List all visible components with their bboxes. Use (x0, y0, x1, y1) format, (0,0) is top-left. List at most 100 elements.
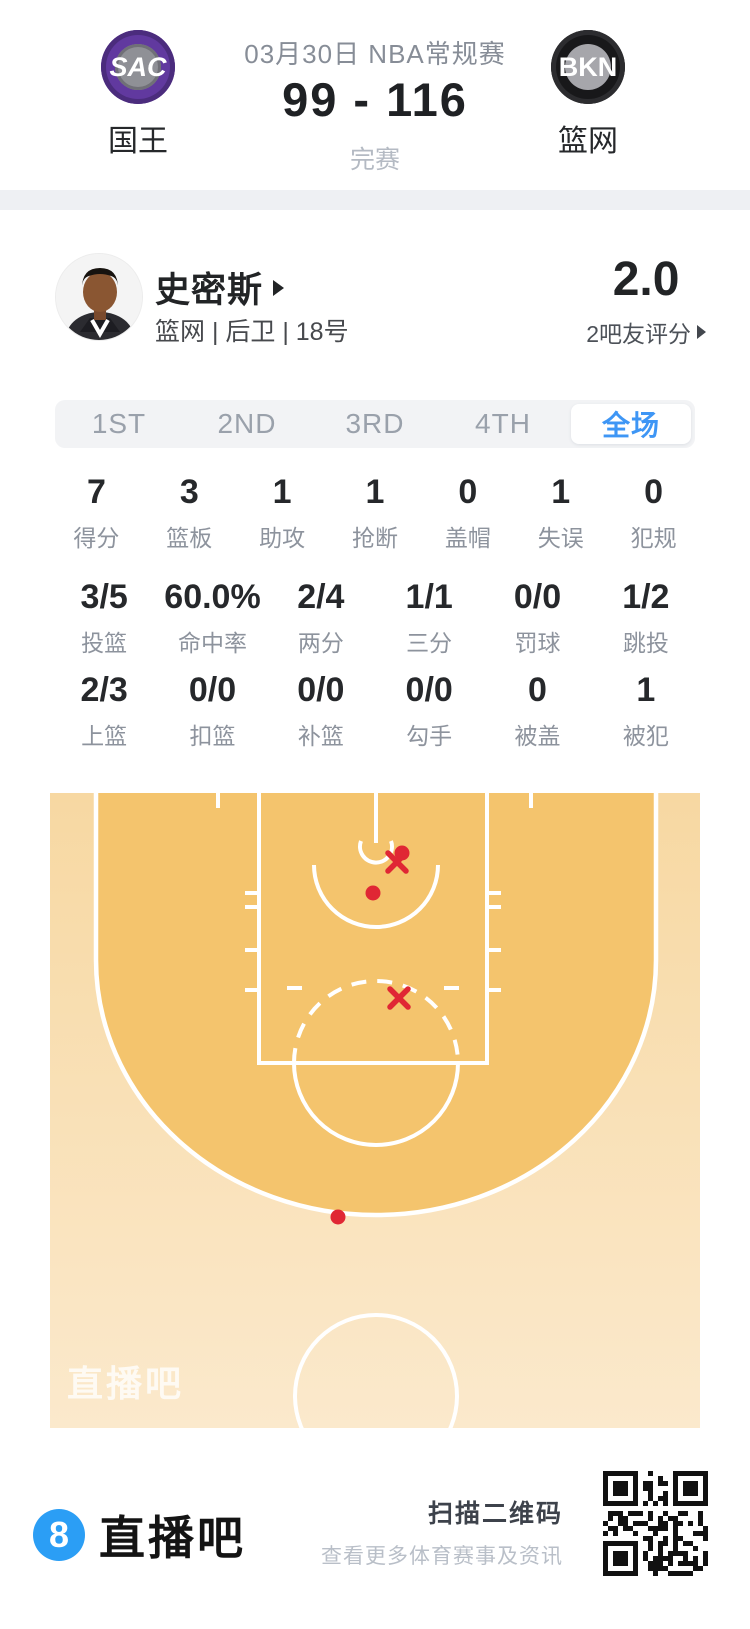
stat-被犯: 1 被犯 (592, 670, 700, 751)
tab-1ST[interactable]: 1ST (55, 400, 183, 448)
basketball-icon (115, 44, 161, 90)
stat-value: 3 (179, 473, 199, 511)
tab-label: 1ST (91, 408, 147, 439)
stat-label: 补篮 (297, 723, 344, 749)
stat-犯规: 0 犯规 (607, 472, 700, 553)
tab-label: 2ND (217, 408, 277, 439)
stat-value: 7 (86, 473, 106, 511)
stat-label: 扣篮 (189, 723, 236, 749)
stat-value: 0 (458, 473, 478, 511)
stat-value: 1 (272, 473, 292, 511)
stat-扣篮: 0/0 扣篮 (158, 670, 266, 751)
stat-失误: 1 失误 (514, 472, 607, 553)
tab-active-pill: 全场 (571, 404, 691, 444)
home-team-abbr: SAC (109, 51, 167, 82)
qr-title: 扫描二维码 (427, 1500, 563, 1528)
tab-label: 全场 (601, 410, 660, 441)
stat-label: 勾手 (406, 723, 453, 749)
home-team-name: 国王 (108, 125, 168, 158)
stats-row-shot-types: 2/3 上篮 0/0 扣篮 0/0 补篮 0/0 勾手 0 被盖 1 被犯 (50, 670, 700, 751)
basketball-icon (565, 44, 611, 90)
chevron-right-icon (697, 325, 706, 339)
match-date-competition: 03月30日 NBA常规赛 (244, 39, 506, 69)
stat-value: 2/3 (80, 671, 128, 709)
shot-missed-marker (387, 986, 411, 1010)
player-portrait-icon (56, 254, 142, 340)
stat-助攻: 1 助攻 (236, 472, 329, 553)
stat-上篮: 2/3 上篮 (50, 670, 158, 751)
chevron-right-icon (273, 279, 285, 296)
stat-value: 0/0 (405, 671, 453, 709)
qr-caption: 扫描二维码 查看更多体育赛事及资讯 (321, 1494, 563, 1570)
match-score: 99 - 116 (282, 73, 468, 126)
half-court-diagram (50, 793, 700, 1428)
rating-value: 2.0 (612, 253, 680, 306)
stat-label: 被犯 (622, 723, 669, 749)
stat-value: 0/0 (188, 671, 237, 709)
stat-value: 3/5 (80, 578, 128, 616)
away-team-logo-icon: BKN (551, 30, 625, 104)
tab-4TH[interactable]: 4TH (439, 400, 567, 448)
home-team[interactable]: SAC 国王 (58, 30, 218, 160)
home-team-logo-icon: SAC (101, 30, 175, 104)
section-divider (0, 190, 750, 210)
tab-3RD[interactable]: 3RD (311, 400, 439, 448)
shot-made-marker (330, 1209, 346, 1225)
footer: 8 直播吧 扫描二维码 查看更多体育赛事及资讯 (0, 1428, 750, 1629)
tab-2ND[interactable]: 2ND (183, 400, 311, 448)
stat-盖帽: 0 盖帽 (421, 472, 514, 553)
app-brand-name: 直播吧 (99, 1512, 246, 1564)
stat-value: 60.0% (164, 578, 261, 616)
player-name: 史密斯 (155, 271, 264, 310)
stat-label: 罚球 (514, 630, 561, 656)
stat-value: 0 (528, 671, 547, 709)
stat-两分: 2/4 两分 (267, 577, 375, 658)
stat-label: 得分 (73, 525, 120, 551)
stat-label: 上篮 (81, 723, 128, 749)
player-name-row[interactable]: 史密斯 (155, 262, 285, 313)
stat-value: 1 (636, 671, 656, 709)
stat-勾手: 0/0 勾手 (375, 670, 483, 751)
app-brand: 8 直播吧 (33, 1502, 246, 1568)
stats-row-shooting: 3/5 投篮 60.0% 命中率 2/4 两分 1/1 三分 0/0 罚球 1/2 跳投 (50, 577, 700, 658)
stat-label: 投篮 (81, 630, 128, 656)
away-team-abbr: BKN (558, 51, 618, 82)
stat-罚球: 0/0 罚球 (483, 577, 591, 658)
stat-label: 跳投 (622, 630, 669, 656)
stat-value: 0/0 (513, 578, 562, 616)
qr-subtitle: 查看更多体育赛事及资讯 (321, 1545, 563, 1568)
stat-label: 助攻 (259, 525, 306, 551)
qr-code (601, 1469, 715, 1583)
stat-value: 0/0 (297, 671, 345, 709)
watermark: 直播吧 (67, 1363, 185, 1404)
stat-value: 1/1 (405, 578, 453, 616)
rating-note-label: 2吧友评分 (586, 321, 691, 347)
stat-label: 犯规 (630, 525, 677, 551)
stat-label: 失误 (537, 525, 584, 551)
stat-value: 0 (644, 473, 664, 511)
match-status: 完赛 (349, 146, 400, 174)
shot-missed-marker (385, 850, 409, 874)
stat-label: 抢断 (351, 525, 398, 551)
player-avatar[interactable] (55, 253, 143, 341)
stat-篮板: 3 篮板 (143, 472, 236, 553)
quarter-tabbar: 1ST 2ND 3RD 4TH 全场 (55, 400, 695, 448)
stat-label: 命中率 (177, 630, 247, 656)
stat-value: 1 (551, 473, 571, 511)
away-team-name: 篮网 (558, 125, 618, 158)
stat-label: 盖帽 (444, 525, 491, 551)
stat-label: 被盖 (514, 723, 561, 749)
rating-block: 2.0 2吧友评分 (586, 252, 706, 349)
stat-抢断: 1 抢断 (329, 472, 422, 553)
stat-value: 2/4 (297, 578, 345, 616)
away-team[interactable]: BKN 篮网 (508, 30, 668, 160)
stat-value: 1/2 (622, 578, 670, 616)
shot-made-marker (365, 885, 381, 901)
rating-note[interactable]: 2吧友评分 (586, 315, 706, 349)
stats-row-basic: 7 得分 3 篮板 1 助攻 1 抢断 0 盖帽 1 失误 0 犯规 (50, 472, 700, 553)
stat-得分: 7 得分 (50, 472, 143, 553)
match-header: 03月30日 NBA常规赛 99 - 116 完赛 SAC 国王 BKN 篮网 (0, 0, 750, 190)
shot-chart: 直播吧 (50, 793, 700, 1428)
tab-全场[interactable]: 全场 (567, 400, 695, 448)
